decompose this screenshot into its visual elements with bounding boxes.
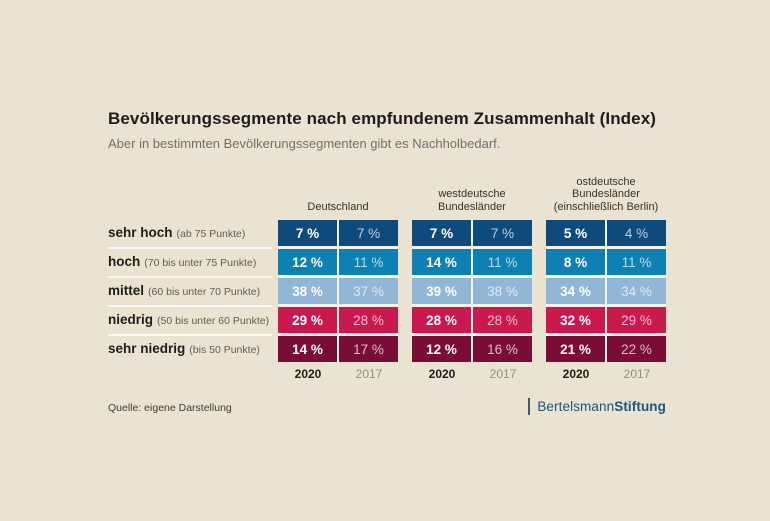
segment-table: sehr hoch (ab 75 Punkte) hoch (70 bis unte…	[0, 220, 770, 362]
year-label-2017: 2017	[355, 367, 383, 381]
data-cell: 28 %	[339, 307, 398, 333]
column-group-headers: Deutschland westdeutsche Bundesländer os…	[0, 170, 770, 216]
chart-title: Bevölkerungssegmente nach empfundenem Zu…	[108, 109, 657, 128]
year-label-2020: 2020	[428, 367, 456, 381]
row-label-range: (ab 75 Punkte)	[176, 228, 246, 240]
data-cell: 16 %	[473, 336, 532, 362]
year-label-2017: 2017	[489, 367, 517, 381]
data-cell: 37 %	[339, 278, 398, 304]
column-group-westdeutsche: 7 % 7 % 14 % 11 % 39 % 38 % 28 % 28 % 12…	[412, 220, 532, 362]
data-cell: 14 %	[278, 336, 337, 362]
row-label-range: (50 bis unter 60 Punkte)	[157, 315, 270, 327]
data-cell: 34 %	[607, 278, 666, 304]
data-cell: 29 %	[278, 307, 337, 333]
year-axis: 2020 2017 2020 2017 2020 2017	[0, 367, 770, 381]
column-group-header-westdeutsche: westdeutsche Bundesländer	[438, 188, 506, 213]
data-cell: 34 %	[546, 278, 605, 304]
row-label-text: sehr hoch	[108, 225, 173, 240]
data-cell: 7 %	[339, 220, 398, 246]
row-label-text: sehr niedrig	[108, 341, 186, 356]
row-label-text: mittel	[108, 283, 145, 298]
chart-subtitle: Aber in bestimmten Bevölkerungssegmenten…	[108, 136, 501, 151]
data-cell: 14 %	[412, 249, 471, 275]
year-label-2017: 2017	[623, 367, 651, 381]
data-cell: 32 %	[546, 307, 605, 333]
year-label-2020: 2020	[294, 367, 322, 381]
row-label-mittel: mittel (60 bis unter 70 Punkte)	[108, 278, 278, 304]
column-group-header-ostdeutsche: ostdeutsche Bundesländer (einschließlich…	[553, 175, 659, 213]
column-group-header-deutschland: Deutschland	[307, 200, 369, 213]
data-cell: 7 %	[412, 220, 471, 246]
data-cell: 5 %	[546, 220, 605, 246]
row-label-range: (bis 50 Punkte)	[189, 344, 260, 356]
data-cell: 4 %	[607, 220, 666, 246]
row-label-text: hoch	[108, 254, 141, 269]
data-cell: 38 %	[278, 278, 337, 304]
row-label-range: (60 bis unter 70 Punkte)	[148, 286, 261, 298]
row-label-sehr-hoch: sehr hoch (ab 75 Punkte)	[108, 220, 278, 246]
data-cell: 12 %	[278, 249, 337, 275]
row-label-hoch: hoch (70 bis unter 75 Punkte)	[108, 249, 278, 275]
column-group-deutschland: 7 % 7 % 12 % 11 % 38 % 37 % 29 % 28 % 14…	[278, 220, 398, 362]
data-cell: 39 %	[412, 278, 471, 304]
bertelsmann-stiftung-logo: Bertelsmann Stiftung	[528, 398, 666, 415]
row-label-range: (70 bis unter 75 Punkte)	[144, 257, 257, 269]
row-separator	[108, 333, 272, 336]
source-note: Quelle: eigene Darstellung	[108, 402, 232, 414]
column-group-ostdeutsche: 5 % 4 % 8 % 11 % 34 % 34 % 32 % 29 % 21 …	[546, 220, 666, 362]
data-cell: 22 %	[607, 336, 666, 362]
data-cell: 11 %	[473, 249, 532, 275]
data-cell: 38 %	[473, 278, 532, 304]
data-cell: 21 %	[546, 336, 605, 362]
data-cell: 8 %	[546, 249, 605, 275]
row-label-sehr-niedrig: sehr niedrig (bis 50 Punkte)	[108, 336, 278, 362]
row-label-text: niedrig	[108, 312, 154, 327]
data-cell: 7 %	[473, 220, 532, 246]
row-separator	[108, 246, 272, 249]
data-cell: 11 %	[339, 249, 398, 275]
year-label-2020: 2020	[562, 367, 590, 381]
row-separator	[108, 304, 272, 307]
data-cell: 17 %	[339, 336, 398, 362]
data-cell: 12 %	[412, 336, 471, 362]
data-cell: 7 %	[278, 220, 337, 246]
logo-name: Bertelsmann	[537, 399, 615, 414]
data-cell: 29 %	[607, 307, 666, 333]
data-cell: 28 %	[473, 307, 532, 333]
data-cell: 11 %	[607, 249, 666, 275]
row-separator	[108, 275, 272, 278]
data-cell: 28 %	[412, 307, 471, 333]
row-label-niedrig: niedrig (50 bis unter 60 Punkte)	[108, 307, 278, 333]
logo-divider-icon	[528, 398, 531, 415]
logo-name-bold: Stiftung	[614, 399, 666, 414]
